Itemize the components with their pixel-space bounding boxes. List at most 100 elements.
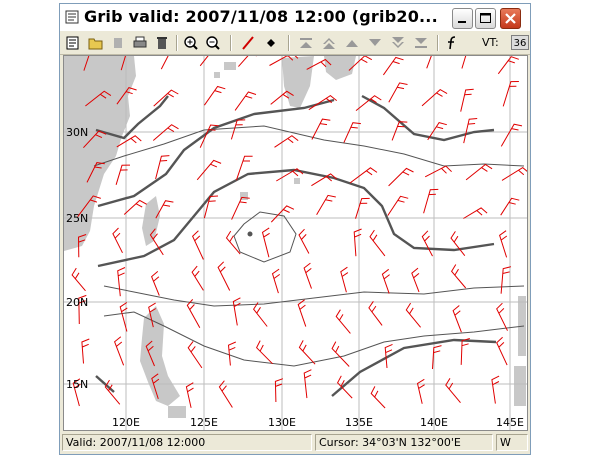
wind-barb [151, 373, 160, 400]
wind-barb [353, 228, 362, 257]
wind-barb [234, 91, 257, 111]
wind-barb [460, 338, 470, 365]
properties-icon[interactable] [65, 35, 81, 51]
previous-icon[interactable] [344, 35, 360, 51]
wind-barb [387, 195, 409, 216]
wind-barb [306, 58, 332, 70]
wind-barb [424, 165, 452, 178]
wind-barb [465, 163, 493, 181]
status-valid-time: Valid: 2007/11/08 12:000 [62, 434, 312, 451]
wind-barb [316, 194, 336, 216]
wind-barb [421, 88, 448, 107]
vt-label: VT: [482, 36, 499, 49]
function-icon[interactable] [445, 35, 461, 51]
delete-icon[interactable] [154, 35, 170, 51]
wind-barb [432, 345, 442, 370]
toolbar: VT: 36 [60, 32, 530, 55]
wind-barb [340, 266, 349, 293]
wind-barb [500, 197, 520, 216]
wind-barb [186, 299, 201, 328]
wind-barb [405, 302, 421, 328]
wind-barb [355, 95, 382, 111]
wind-barb [255, 340, 273, 365]
wind-barb [185, 382, 194, 408]
wind-barb [382, 56, 404, 76]
wind-barb [270, 205, 295, 223]
wind-barb [349, 167, 378, 184]
wind-barb [187, 341, 203, 369]
wind-barb [500, 123, 523, 147]
wind-barb [148, 302, 157, 328]
wind-barb [196, 159, 222, 181]
wind-barb [496, 302, 508, 331]
wind-barb [496, 336, 508, 366]
first-icon[interactable] [298, 35, 314, 51]
wind-barb [149, 228, 164, 256]
wind-barb [271, 268, 280, 294]
wind-barb [261, 227, 270, 258]
wind-barb [238, 56, 257, 67]
wind-barb [369, 229, 386, 257]
zoom-out-icon[interactable] [205, 35, 221, 51]
wind-barb [421, 230, 433, 257]
wind-barb [232, 297, 241, 326]
wind-barb [463, 207, 488, 219]
vt-value-field[interactable]: 36 [511, 35, 529, 50]
lat-label: 30N [66, 126, 88, 139]
wind-barb [463, 118, 478, 144]
wind-barb [274, 135, 299, 148]
isobar-thin-1 [93, 125, 525, 167]
wind-barb [120, 56, 126, 71]
open-folder-icon[interactable] [88, 35, 104, 51]
previous-fast-icon[interactable] [321, 35, 337, 51]
lon-label: 130E [268, 416, 296, 429]
wind-barb [150, 271, 160, 296]
grib-map[interactable]: 30N 25N 20N 15N 120E 125E 130E 135E 140E… [63, 55, 528, 431]
wind-barb [348, 56, 373, 71]
lat-lon-grid [64, 56, 527, 430]
wind-barb [145, 340, 155, 367]
next-fast-icon[interactable] [390, 35, 406, 51]
title-bar[interactable]: Grib valid: 2007/11/08 12:00 (grib20... [60, 4, 530, 31]
draw-line-icon[interactable] [240, 35, 256, 51]
wind-barb [501, 166, 527, 181]
wind-barb [450, 231, 466, 257]
isobar-thick-east [361, 94, 495, 142]
wind-barb [104, 379, 121, 405]
wind-barb [227, 341, 237, 366]
wind-barb [303, 262, 312, 289]
wind-barb [388, 167, 414, 187]
wind-barb [336, 375, 353, 399]
wind-barb [335, 309, 351, 334]
wind-barb [116, 135, 142, 148]
wind-barb [274, 378, 284, 403]
maximize-button[interactable] [475, 8, 496, 29]
wind-barb [450, 264, 467, 289]
print-icon[interactable] [132, 35, 148, 51]
wind-barb [252, 302, 268, 327]
wind-barb [77, 195, 101, 217]
kyushu-japan [282, 56, 314, 108]
wind-barb [370, 386, 386, 409]
next-icon[interactable] [367, 35, 383, 51]
last-icon[interactable] [413, 35, 429, 51]
save-icon[interactable] [110, 35, 126, 51]
wind-barb [83, 130, 107, 149]
wind-barb [298, 228, 310, 254]
wind-barb [502, 81, 519, 107]
wind-barb [199, 124, 219, 148]
wind-barb [81, 338, 90, 364]
wind-barb [298, 340, 316, 365]
lon-label: 135E [345, 416, 373, 429]
diamond-point-icon[interactable] [263, 35, 279, 51]
isobar-thick-north [95, 95, 169, 140]
close-icon [505, 13, 516, 24]
isobar-thick-sw [95, 375, 115, 393]
wind-barb [276, 168, 304, 182]
zoom-in-icon[interactable] [183, 35, 199, 51]
wind-barb [77, 234, 87, 258]
close-button[interactable] [500, 8, 521, 29]
minimize-button[interactable] [452, 8, 473, 29]
wind-barb [491, 375, 500, 404]
wind-barb [153, 89, 179, 107]
